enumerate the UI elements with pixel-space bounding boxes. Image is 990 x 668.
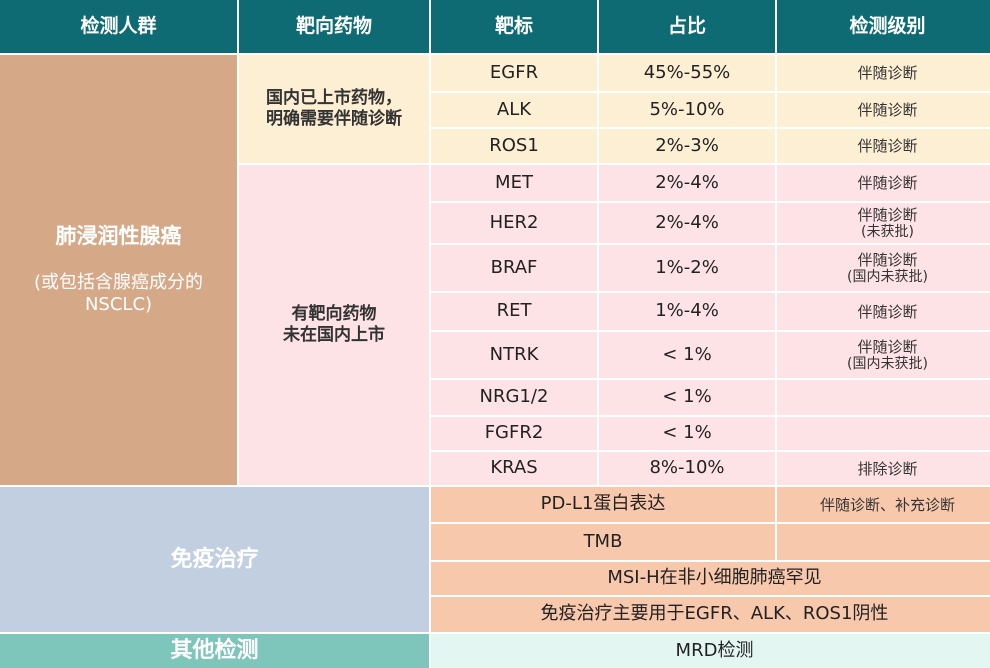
lung-group-title: 肺浸润性腺癌 [55,224,182,249]
immunotherapy-group: 免疫治疗 [0,487,429,632]
target-name: EGFR [431,55,597,91]
target-ratio: 8%-10% [599,452,775,485]
level-text: 伴随诊断 [857,64,918,82]
target-level: 伴随诊断 [777,165,990,201]
target-ratio: 2%-4% [599,203,775,243]
msi-h-row: MSI-H在非小细胞肺癌罕见 [431,562,990,595]
target-level: 伴随诊断 (未获批) [777,203,990,243]
immuno-note-row: 免疫治疗主要用于EGFR、ALK、ROS1阴性 [431,597,990,632]
target-ratio: 2%-3% [599,129,775,163]
target-name: BRAF [431,245,597,291]
target-ratio: < 1% [599,417,775,450]
pd-l1-row: PD-L1蛋白表达 [431,487,775,522]
tmb-level [777,524,990,560]
drug-group-line1: 有靶向药物 [291,303,377,324]
level-text: 伴随诊断 [857,337,918,356]
level-note: (国内未获批) [847,355,928,372]
level-text: 伴随诊断 [857,101,918,119]
header-targeted-drug: 靶向药物 [239,0,429,53]
level-note: (未获批) [861,223,914,240]
target-name: NTRK [431,332,597,378]
target-name: KRAS [431,452,597,485]
target-ratio: 1%-2% [599,245,775,291]
drug-group-line2: 未在国内上市 [283,325,385,345]
target-ratio: 5%-10% [599,93,775,127]
level-text: 伴随诊断 [857,205,918,224]
lung-adenocarcinoma-group: 肺浸润性腺癌 (或包括含腺癌成分的NSCLC) [0,55,237,485]
target-name: MET [431,165,597,201]
target-name: FGFR2 [431,417,597,450]
target-name: ROS1 [431,129,597,163]
target-level: 伴随诊断 [777,55,990,91]
drug-group-approved: 国内已上市药物， 明确需要伴随诊断 [239,55,429,163]
target-ratio: 2%-4% [599,165,775,201]
target-name: ALK [431,93,597,127]
target-name: NRG1/2 [431,380,597,415]
target-level: 排除诊断 [777,452,990,485]
header-ratio: 占比 [599,0,775,53]
target-level: 伴随诊断 (国内未获批) [777,332,990,378]
level-text: 伴随诊断、补充诊断 [819,495,955,514]
drug-group-line1: 国内已上市药物， [266,87,402,108]
target-level [777,417,990,450]
header-target: 靶标 [431,0,597,53]
target-ratio: < 1% [599,380,775,415]
mrd-row: MRD检测 [431,634,990,668]
level-text: 伴随诊断 [857,137,918,155]
header-population: 检测人群 [0,0,237,53]
target-level: 伴随诊断 [777,293,990,330]
target-name: HER2 [431,203,597,243]
header-test-level: 检测级别 [777,0,990,53]
level-text: 伴随诊断 [857,174,918,192]
level-text: 伴随诊断 [857,250,918,269]
drug-group-unlisted: 有靶向药物 未在国内上市 [239,165,429,485]
target-ratio: 45%-55% [599,55,775,91]
tmb-row: TMB [431,524,775,560]
target-name: RET [431,293,597,330]
level-text: 排除诊断 [857,459,918,478]
target-level: 伴随诊断 [777,93,990,127]
level-note: (国内未获批) [847,268,928,285]
drug-group-line2: 明确需要伴随诊断 [266,109,402,129]
target-level [777,380,990,415]
lung-group-subtitle: (或包括含腺癌成分的NSCLC) [33,271,204,316]
other-tests-group: 其他检测 [0,634,429,668]
pd-l1-level: 伴随诊断、补充诊断 [777,487,990,522]
level-text: 伴随诊断 [857,302,918,321]
target-level: 伴随诊断 [777,129,990,163]
target-level: 伴随诊断 (国内未获批) [777,245,990,291]
target-ratio: 1%-4% [599,293,775,330]
target-ratio: < 1% [599,332,775,378]
